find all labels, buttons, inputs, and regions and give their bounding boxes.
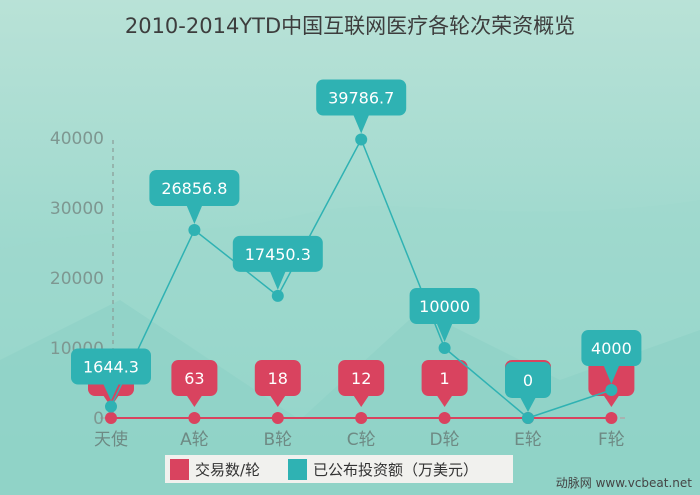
deals-point — [271, 412, 284, 424]
y-tick-label: 20000 — [50, 269, 104, 289]
investment-callout: 4000 — [581, 330, 642, 384]
x-tick-label: 天使 — [94, 429, 128, 450]
data-label: 12 — [351, 369, 371, 388]
deals-callout: 18 — [254, 360, 301, 407]
deals-callout: 12 — [338, 360, 385, 407]
deals-callout: 63 — [171, 360, 218, 407]
x-tick-label: A轮 — [180, 430, 209, 450]
chart-title: 2010-2014YTD中国互联网医疗各轮次荣资概览 — [125, 14, 575, 38]
investment-callout: 0 — [505, 362, 551, 412]
investment-point — [105, 400, 117, 413]
y-tick-label: 0 — [93, 409, 104, 429]
investment-callout: 10000 — [409, 288, 480, 342]
deals-point — [188, 412, 201, 424]
investment-point — [522, 412, 534, 424]
investment-point — [605, 384, 618, 396]
deals-point — [105, 412, 117, 424]
data-label: 63 — [184, 369, 204, 388]
data-label: 4000 — [591, 339, 632, 358]
data-label: 1 — [440, 369, 450, 388]
deals-point — [355, 412, 368, 424]
data-label: 10000 — [419, 297, 470, 316]
legend-box — [165, 455, 513, 483]
investment-point — [188, 224, 201, 237]
y-tick-label: 30000 — [50, 199, 104, 219]
x-tick-label: C轮 — [347, 430, 376, 450]
investment-callout: 39786.7 — [316, 79, 407, 134]
investment-point — [271, 289, 284, 302]
legend: 交易数/轮 已公布投资额（万美元） — [165, 455, 513, 483]
deals-point — [438, 412, 451, 424]
data-label: 39786.7 — [328, 88, 394, 107]
background-mountain — [0, 300, 700, 495]
investment-point — [355, 133, 368, 146]
data-label: 18 — [268, 369, 288, 388]
legend-label-investment: 已公布投资额（万美元） — [313, 461, 478, 479]
investment-point — [438, 342, 451, 354]
data-label: 26856.8 — [161, 179, 227, 198]
deals-callout: 1 — [421, 360, 468, 407]
watermark: 动脉网 www.vcbeat.net — [556, 475, 693, 490]
investment-callout: 17450.3 — [232, 235, 323, 290]
legend-label-deals: 交易数/轮 — [195, 461, 260, 479]
legend-swatch-deals — [170, 459, 189, 480]
data-label: 17450.3 — [245, 245, 311, 264]
x-tick-label: B轮 — [263, 430, 292, 450]
legend-swatch-investment — [288, 459, 307, 480]
y-tick-label: 40000 — [50, 129, 104, 149]
x-tick-label: E轮 — [514, 430, 542, 450]
x-tick-label: F轮 — [598, 430, 625, 450]
investment-callout: 1644.3 — [71, 348, 151, 401]
deals-point — [605, 412, 618, 424]
investment-callout: 26856.8 — [149, 170, 240, 225]
data-label: 1644.3 — [83, 357, 139, 376]
data-label: 0 — [523, 371, 533, 390]
x-tick-label: D轮 — [430, 430, 460, 450]
